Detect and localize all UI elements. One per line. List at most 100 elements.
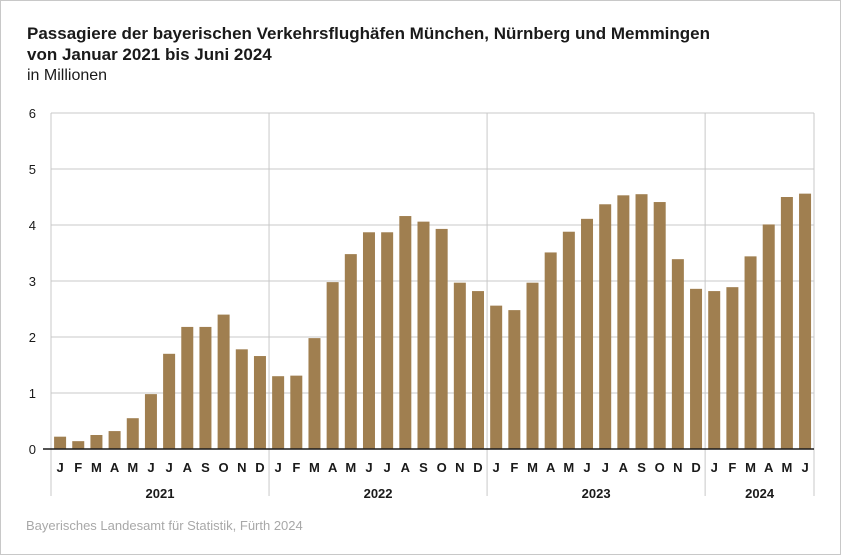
bar xyxy=(726,287,739,449)
x-group-label-year: 2023 xyxy=(582,486,611,501)
bar xyxy=(708,291,721,449)
x-tick-label-month: J xyxy=(147,460,154,475)
y-tick-label: 3 xyxy=(29,274,36,289)
x-tick-label-month: O xyxy=(219,460,229,475)
x-tick-label-month: S xyxy=(637,460,646,475)
x-group-label-year: 2024 xyxy=(745,486,775,501)
x-group-label-year: 2022 xyxy=(364,486,393,501)
source-note: Bayerisches Landesamt für Statistik, Für… xyxy=(26,518,303,533)
bar xyxy=(199,326,212,449)
bar xyxy=(562,231,575,449)
bar xyxy=(490,305,503,449)
bar xyxy=(762,224,775,449)
bar xyxy=(217,314,230,449)
x-tick-label-month: A xyxy=(183,460,193,475)
bar xyxy=(780,197,793,449)
bar xyxy=(671,259,684,449)
bar xyxy=(272,376,285,449)
bar xyxy=(54,436,67,449)
bar xyxy=(72,441,85,449)
y-tick-label: 0 xyxy=(29,442,36,457)
x-tick-label-month: D xyxy=(691,460,700,475)
x-tick-label-month: J xyxy=(711,460,718,475)
x-tick-label-month: J xyxy=(384,460,391,475)
x-tick-label-month: M xyxy=(781,460,792,475)
x-tick-label-month: D xyxy=(255,460,264,475)
x-tick-label-month: S xyxy=(419,460,428,475)
x-tick-label-month: N xyxy=(455,460,464,475)
x-tick-label-month: J xyxy=(583,460,590,475)
bar xyxy=(108,431,121,449)
x-tick-label-month: M xyxy=(91,460,102,475)
x-tick-label-month: J xyxy=(493,460,500,475)
bar xyxy=(690,288,703,449)
x-tick-label-month: S xyxy=(201,460,210,475)
bar xyxy=(453,282,466,449)
x-tick-label-month: J xyxy=(801,460,808,475)
y-tick-label: 6 xyxy=(29,106,36,121)
x-tick-label-month: F xyxy=(510,460,518,475)
x-tick-label-month: J xyxy=(165,460,172,475)
bar xyxy=(235,349,248,449)
bar xyxy=(399,216,412,449)
y-tick-label: 5 xyxy=(29,162,36,177)
x-tick-label-month: N xyxy=(237,460,246,475)
x-tick-label-month: M xyxy=(563,460,574,475)
x-tick-label-month: N xyxy=(673,460,682,475)
y-tick-label: 2 xyxy=(29,330,36,345)
bar xyxy=(472,291,484,449)
x-tick-label-month: O xyxy=(655,460,665,475)
x-tick-label-month: A xyxy=(546,460,556,475)
bar xyxy=(308,338,321,449)
bar xyxy=(635,194,648,449)
bar xyxy=(253,356,266,449)
x-tick-label-month: J xyxy=(275,460,282,475)
bar xyxy=(508,310,521,449)
bar xyxy=(144,394,157,449)
x-tick-label-month: A xyxy=(110,460,120,475)
x-tick-label-month: M xyxy=(527,460,538,475)
bar xyxy=(181,326,194,449)
bar xyxy=(617,195,630,449)
x-tick-label-month: A xyxy=(764,460,774,475)
x-tick-label-month: A xyxy=(328,460,338,475)
bar xyxy=(435,228,448,449)
bar xyxy=(526,282,539,449)
x-tick-label-month: J xyxy=(602,460,609,475)
bar xyxy=(326,282,339,449)
x-tick-label-month: M xyxy=(345,460,356,475)
bar xyxy=(290,375,303,449)
bar xyxy=(362,232,375,449)
chart-title-line-2: von Januar 2021 bis Juni 2024 xyxy=(27,45,272,64)
bar xyxy=(799,193,812,449)
bar xyxy=(126,418,139,449)
y-tick-label: 4 xyxy=(29,218,36,233)
x-tick-label-month: F xyxy=(728,460,736,475)
x-tick-label-month: F xyxy=(74,460,82,475)
x-tick-label-month: D xyxy=(473,460,482,475)
chart-title-line-1: Passagiere der bayerischen Verkehrsflugh… xyxy=(27,24,711,43)
bar xyxy=(344,254,357,449)
x-tick-label-month: M xyxy=(745,460,756,475)
x-tick-label-month: J xyxy=(365,460,372,475)
bar xyxy=(90,435,103,449)
x-tick-label-month: F xyxy=(292,460,300,475)
bar xyxy=(744,256,757,449)
chart-subtitle: in Millionen xyxy=(27,67,108,84)
x-tick-label-month: A xyxy=(401,460,411,475)
bar xyxy=(653,202,666,449)
y-tick-label: 1 xyxy=(29,386,36,401)
bar xyxy=(599,204,612,449)
bar xyxy=(417,221,430,449)
x-tick-label-month: M xyxy=(127,460,138,475)
bar xyxy=(544,252,557,449)
x-group-label-year: 2021 xyxy=(146,486,175,501)
x-tick-label-month: M xyxy=(309,460,320,475)
bar xyxy=(163,353,176,449)
bar xyxy=(381,232,394,449)
x-tick-label-month: O xyxy=(437,460,447,475)
bar xyxy=(581,218,594,449)
x-tick-label-month: A xyxy=(619,460,629,475)
x-tick-label-month: J xyxy=(56,460,63,475)
